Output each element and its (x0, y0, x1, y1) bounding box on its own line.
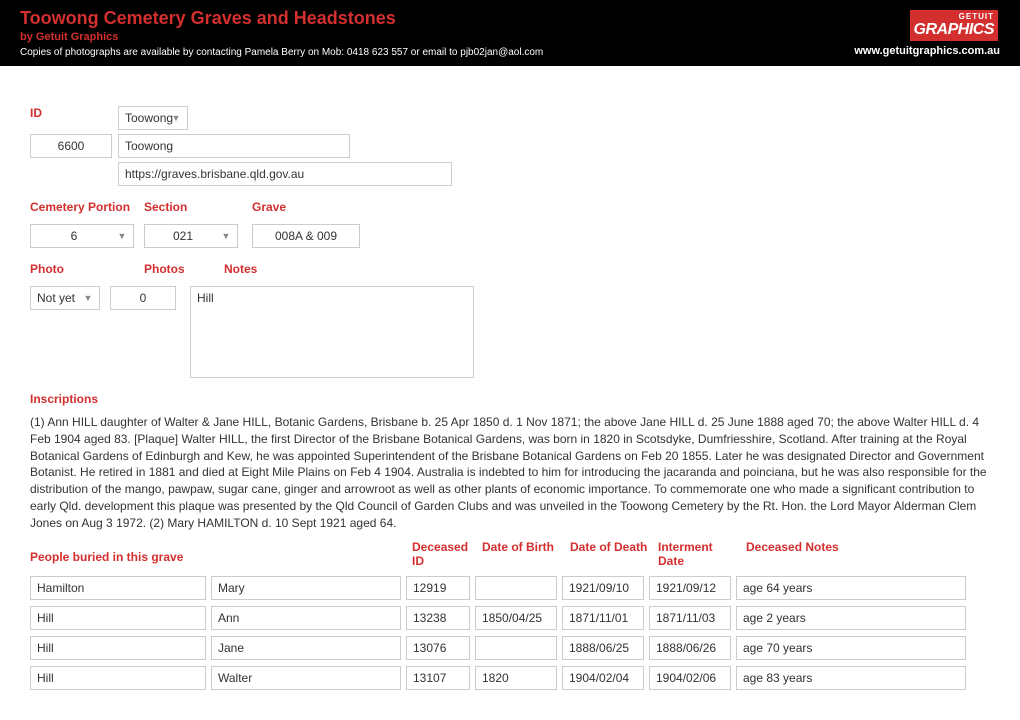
section-label: Section (144, 200, 252, 214)
photo-values-row: Not yet ▼ 0 Hill (30, 286, 990, 378)
cell-interment[interactable]: 1904/02/06 (649, 666, 731, 690)
logo-url: www.getuitgraphics.com.au (854, 45, 1000, 57)
photo-dropdown[interactable]: Not yet ▼ (30, 286, 100, 310)
table-row: HillWalter1310718201904/02/041904/02/06a… (30, 666, 990, 696)
location-values-row: 6 ▼ 021 ▼ 008A & 009 (30, 224, 990, 248)
logo-top-text: GETUIT (914, 12, 994, 21)
location-labels-row: Cemetery Portion Section Grave (30, 200, 990, 220)
cell-dod[interactable]: 1871/11/01 (562, 606, 644, 630)
cell-surname[interactable]: Hill (30, 636, 206, 660)
notes-label: Notes (224, 262, 257, 276)
cell-firstname[interactable]: Walter (211, 666, 401, 690)
logo-main-text: GRAPHICS (914, 21, 994, 39)
cell-dob[interactable]: 1820 (475, 666, 557, 690)
cell-dob[interactable]: 1850/04/25 (475, 606, 557, 630)
table-row: HillJane13076 1888/06/251888/06/26age 70 … (30, 636, 990, 666)
page-title: Toowong Cemetery Graves and Headstones (20, 8, 854, 29)
col-deceased-id: Deceased ID (408, 538, 478, 570)
people-buried-label: People buried in this grave (30, 538, 408, 570)
content-area: ID Toowong ▼ 6600 Toowong https://graves… (0, 66, 1020, 716)
photos-label: Photos (144, 262, 224, 276)
chevron-down-icon: ▼ (81, 291, 95, 305)
cell-interment[interactable]: 1921/09/12 (649, 576, 731, 600)
cell-surname[interactable]: Hill (30, 666, 206, 690)
header-left: Toowong Cemetery Graves and Headstones b… (20, 8, 854, 58)
cell-surname[interactable]: Hill (30, 606, 206, 630)
grave-label: Grave (252, 200, 286, 214)
id-value-row: 6600 Toowong (30, 134, 990, 158)
cell-notes[interactable]: age 83 years (736, 666, 966, 690)
cemetery-dropdown[interactable]: Toowong ▼ (118, 106, 188, 130)
cell-dod[interactable]: 1904/02/04 (562, 666, 644, 690)
inscriptions-text: (1) Ann HILL daughter of Walter & Jane H… (30, 414, 990, 532)
cell-firstname[interactable]: Ann (211, 606, 401, 630)
notes-textarea[interactable]: Hill (190, 286, 474, 378)
people-table-section: People buried in this grave Deceased ID … (30, 538, 990, 696)
id-row: ID Toowong ▼ (30, 106, 990, 130)
chevron-down-icon: ▼ (115, 229, 129, 243)
portion-dropdown[interactable]: 6 ▼ (30, 224, 134, 248)
col-dod: Date of Death (566, 538, 654, 570)
id-label: ID (30, 106, 112, 120)
photo-label: Photo (30, 262, 144, 276)
cell-deceased-id[interactable]: 13076 (406, 636, 470, 660)
cemetery-full-input[interactable]: Toowong (118, 134, 350, 158)
inscriptions-label: Inscriptions (30, 392, 990, 406)
cell-dod[interactable]: 1888/06/25 (562, 636, 644, 660)
contact-note: Copies of photographs are available by c… (20, 47, 854, 58)
cell-deceased-id[interactable]: 13107 (406, 666, 470, 690)
cell-interment[interactable]: 1871/11/03 (649, 606, 731, 630)
grave-input[interactable]: 008A & 009 (252, 224, 360, 248)
cell-notes[interactable]: age 70 years (736, 636, 966, 660)
table-row: HillAnn132381850/04/251871/11/011871/11/… (30, 606, 990, 636)
cell-firstname[interactable]: Jane (211, 636, 401, 660)
header-right: GETUIT GRAPHICS www.getuitgraphics.com.a… (854, 8, 1000, 57)
cell-notes[interactable]: age 2 years (736, 606, 966, 630)
cell-deceased-id[interactable]: 12919 (406, 576, 470, 600)
page-subtitle: by Getuit Graphics (20, 31, 854, 43)
people-table-body: HamiltonMary129191921/09/101921/09/12age… (30, 576, 990, 696)
url-row: https://graves.brisbane.qld.gov.au (30, 162, 990, 186)
cell-deceased-id[interactable]: 13238 (406, 606, 470, 630)
people-table-header: People buried in this grave Deceased ID … (30, 538, 990, 570)
cell-interment[interactable]: 1888/06/26 (649, 636, 731, 660)
url-input[interactable]: https://graves.brisbane.qld.gov.au (118, 162, 452, 186)
cell-dod[interactable]: 1921/09/10 (562, 576, 644, 600)
cell-surname[interactable]: Hamilton (30, 576, 206, 600)
chevron-down-icon: ▼ (219, 229, 233, 243)
col-interment: Interment Date (654, 538, 742, 570)
col-dob: Date of Birth (478, 538, 566, 570)
cell-dob[interactable] (475, 576, 557, 600)
photo-labels-row: Photo Photos Notes (30, 262, 990, 282)
cell-dob[interactable] (475, 636, 557, 660)
cemetery-short-value: Toowong (125, 111, 173, 125)
photos-input[interactable]: 0 (110, 286, 176, 310)
id-input[interactable]: 6600 (30, 134, 112, 158)
portion-label: Cemetery Portion (30, 200, 144, 214)
cell-firstname[interactable]: Mary (211, 576, 401, 600)
chevron-down-icon: ▼ (169, 111, 183, 125)
section-dropdown[interactable]: 021 ▼ (144, 224, 238, 248)
table-row: HamiltonMary12919 1921/09/101921/09/12age… (30, 576, 990, 606)
logo: GETUIT GRAPHICS (908, 8, 1000, 43)
cell-notes[interactable]: age 64 years (736, 576, 966, 600)
page-header: Toowong Cemetery Graves and Headstones b… (0, 0, 1020, 66)
col-deceased-notes: Deceased Notes (742, 538, 843, 570)
